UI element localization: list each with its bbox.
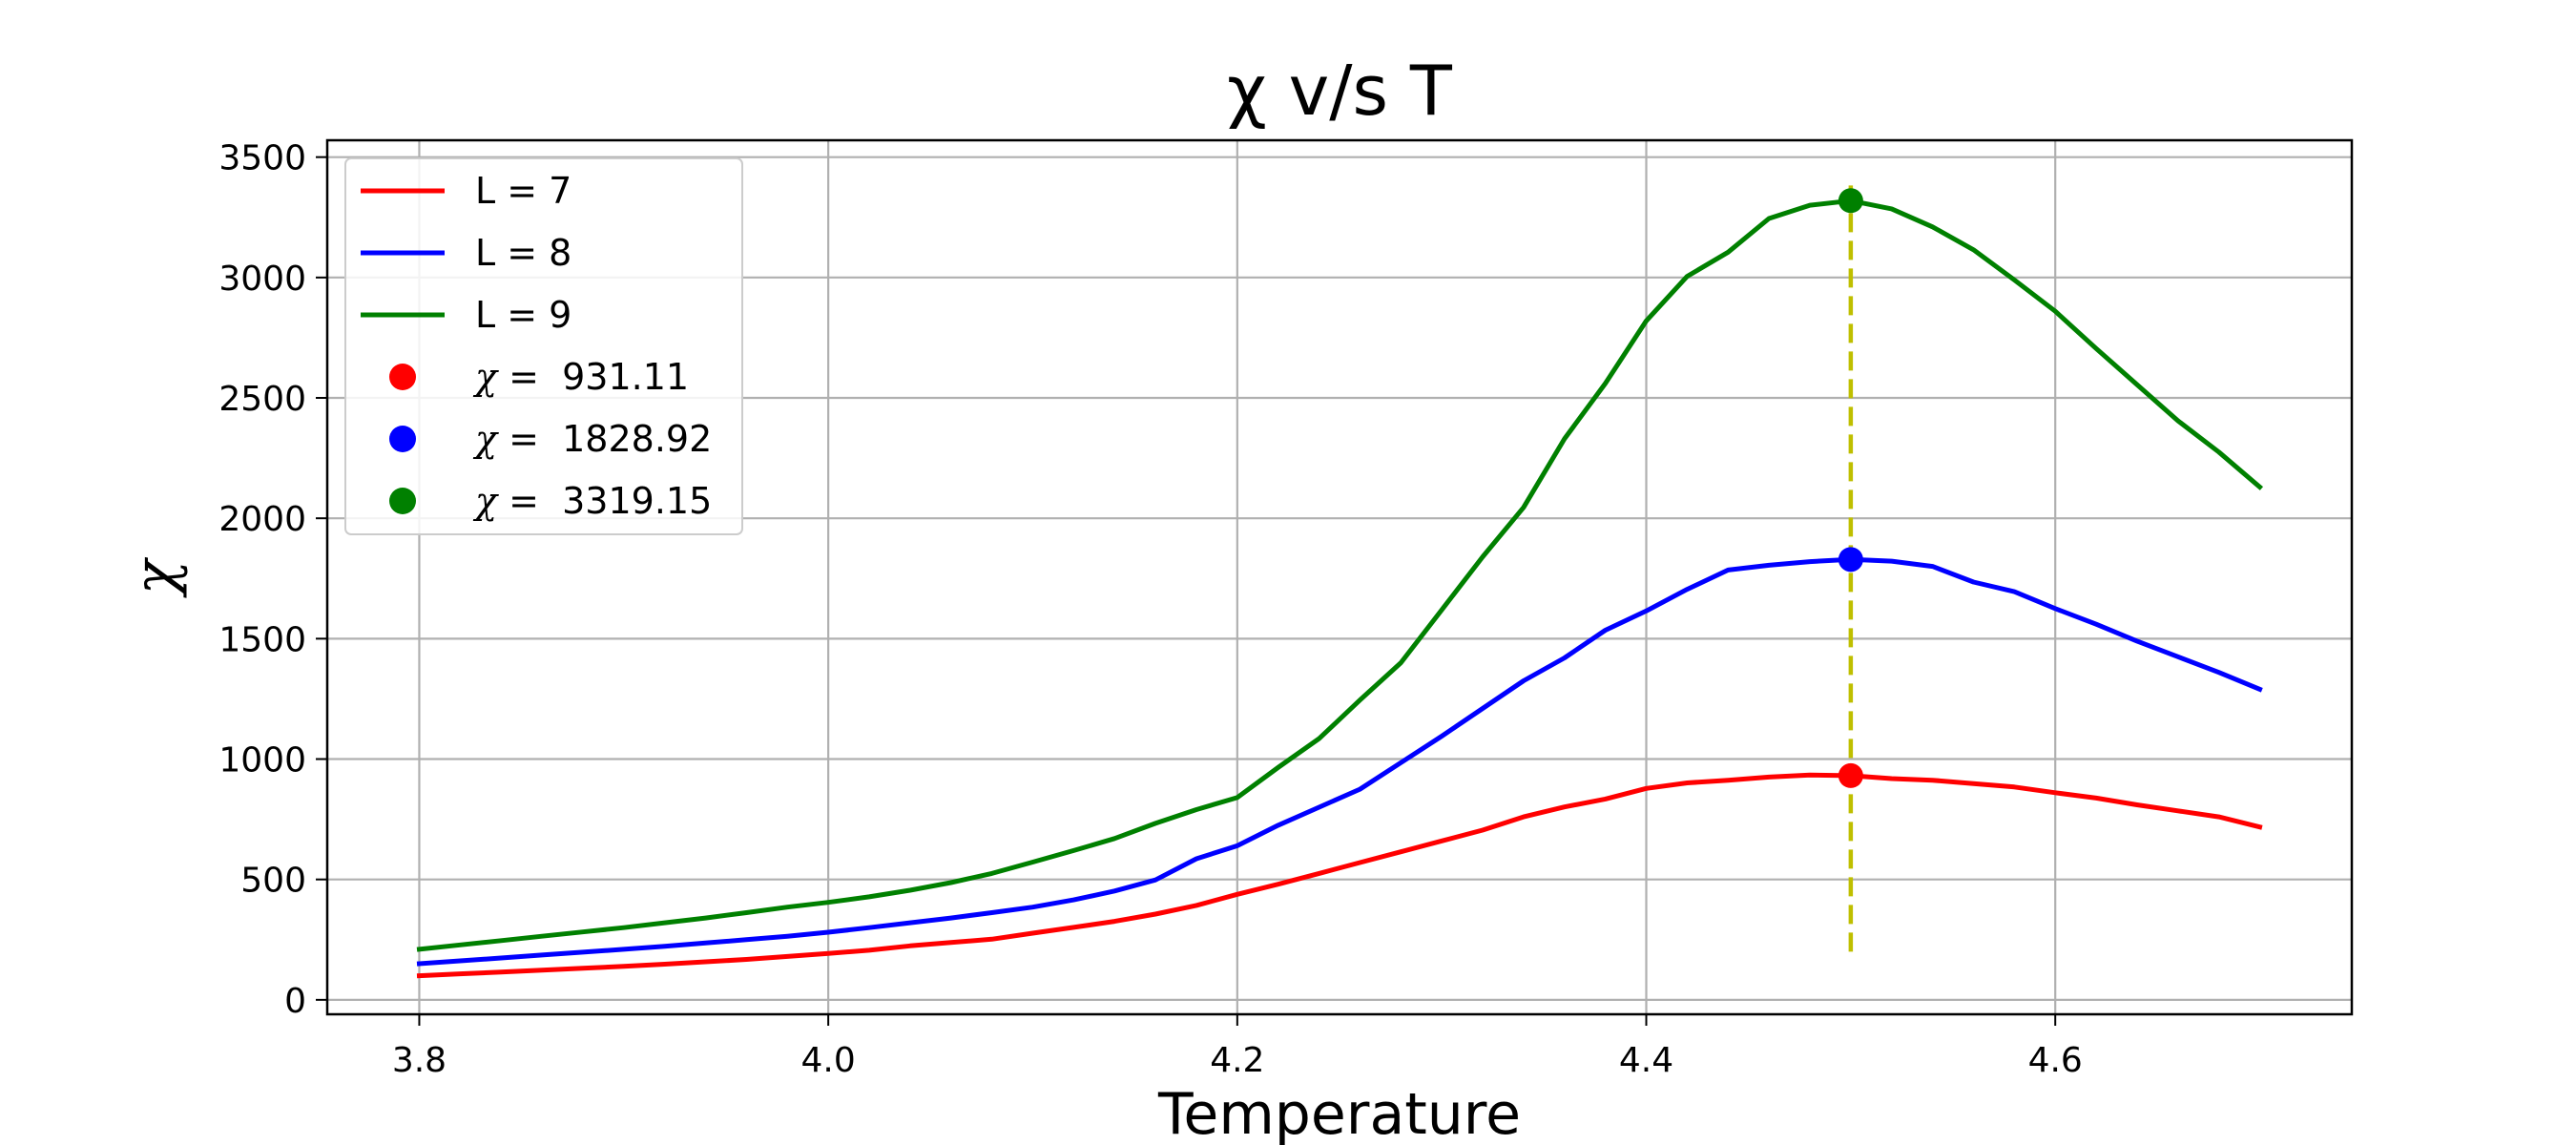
peak-point-2 [1838,547,1863,572]
y-tick-label: 3500 [218,139,306,178]
x-tick-label: 4.6 [2028,1041,2083,1080]
y-axis: 0 500 1000 1500 2000 2500 3000 3500 [218,139,327,1021]
y-axis-title: χ [122,556,189,598]
x-axis: 3.8 4.0 4.2 4.4 4.6 [392,1014,2083,1080]
plot-frame [325,138,2354,1016]
x-tick-label: 4.4 [1619,1041,1673,1080]
legend-label: χ = 3319.15 [472,480,712,522]
y-tick-label: 0 [284,982,306,1021]
peak-point-1 [1838,762,1863,788]
y-tick-label: 500 [240,862,306,901]
series-lines [416,198,2264,979]
legend: L = 7 L = 8 L = 9 χ = 931.11 χ = 1828.92 χ = … [344,157,743,535]
x-tick-label: 4.0 [801,1041,856,1080]
legend-label: L = 9 [475,294,571,336]
chart-title: χ v/s T [1227,51,1453,131]
y-tick-label: 2500 [218,380,306,419]
series-line-l7 [416,772,2263,979]
legend-dot-swatch [389,488,416,514]
legend-label: χ = 931.11 [472,356,689,398]
legend-label: L = 8 [475,232,571,274]
x-axis-title: Temperature [1157,1081,1521,1145]
legend-box [344,157,743,535]
legend-dot-swatch [389,364,416,390]
legend-dot-swatch [389,426,416,452]
y-tick-label: 1500 [218,620,306,659]
y-tick-label: 1000 [218,741,306,781]
series-line-l8 [416,556,2263,967]
x-tick-label: 3.8 [392,1041,447,1080]
y-tick-label: 2000 [218,500,306,539]
peak-markers [1838,188,1863,788]
legend-label: χ = 1828.92 [472,418,712,460]
y-tick-label: 3000 [218,260,306,299]
peak-point-3 [1838,188,1863,214]
x-tick-label: 4.2 [1210,1041,1264,1080]
series-line-l9 [416,198,2264,952]
legend-label: L = 7 [475,170,571,212]
